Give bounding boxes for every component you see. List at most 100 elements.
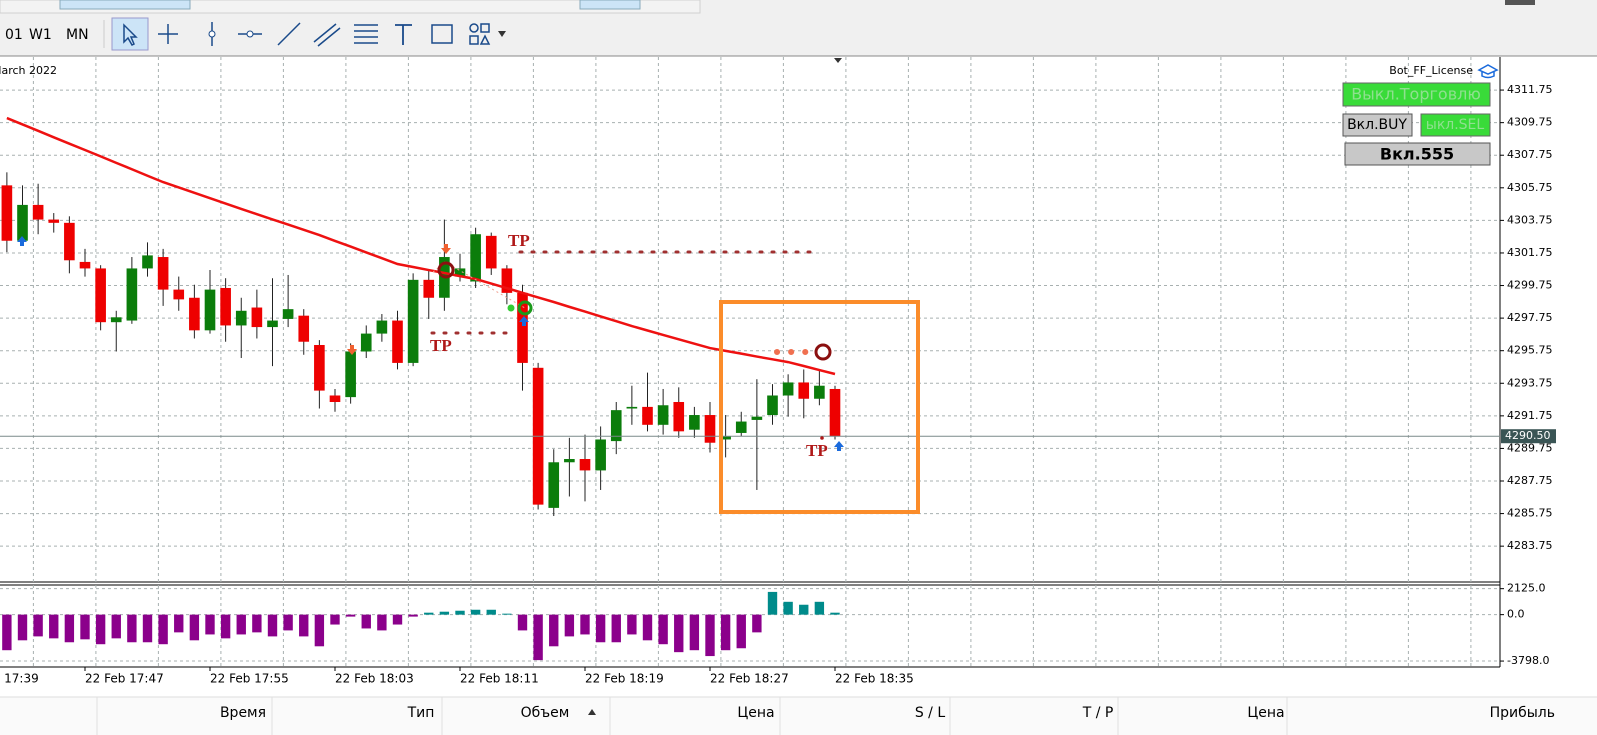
- text-icon[interactable]: [395, 24, 412, 45]
- candle-body: [689, 415, 700, 430]
- dropdown[interactable]: [498, 31, 506, 37]
- highlight-box: [719, 300, 920, 514]
- histogram-bar: [392, 614, 403, 625]
- histogram-bar: [533, 614, 543, 661]
- shapes-icon[interactable]: [469, 23, 491, 45]
- candle-body: [282, 309, 294, 319]
- histogram-bar: [611, 614, 621, 643]
- axes: 4311.75 4309.75 4307.75 4305.75 4303.75 4301.…: [0, 83, 1556, 686]
- candle-body: [767, 395, 778, 416]
- candle-body: [204, 289, 216, 331]
- histogram-bar: [189, 614, 200, 641]
- x-tick-label: 22 Feb 18:03: [335, 672, 414, 686]
- histogram-bar: [361, 614, 371, 629]
- icon: [1505, 0, 1535, 5]
- histogram-bar: [783, 601, 793, 615]
- candle-body: [345, 351, 356, 398]
- column-header[interactable]: Цена: [1247, 705, 1284, 721]
- y-tick-label: 4295.75: [1507, 344, 1553, 357]
- button[interactable]: [1342, 82, 1491, 107]
- column-header[interactable]: Прибыль: [1490, 705, 1555, 721]
- histogram-bar: [142, 614, 153, 643]
- candle-body: [314, 344, 325, 391]
- candle-body: [595, 439, 606, 471]
- label-icon[interactable]: [431, 24, 453, 44]
- histogram-bar: [267, 614, 278, 637]
- histogram-bar: [752, 614, 762, 633]
- histogram-bar: [564, 614, 575, 637]
- candle-body: [17, 204, 28, 241]
- cursor-button[interactable]: [111, 17, 149, 51]
- tab: [59, 0, 191, 10]
- toolbar: 01 W1 MN: [0, 0, 1597, 56]
- histogram-bar: [314, 614, 325, 647]
- histogram-bar: [720, 614, 731, 651]
- histogram-bar: [470, 609, 481, 615]
- histogram-bar: [252, 614, 262, 633]
- channel-icon[interactable]: [313, 23, 341, 47]
- timeframe[interactable]: 01: [5, 27, 23, 43]
- x-tick-label: 22 Feb 17:39: [0, 672, 39, 686]
- moving-average: [6, 116, 836, 376]
- histogram-bar: [283, 614, 293, 631]
- y-tick-label: 4283.75: [1507, 539, 1553, 552]
- tp-label: TP: [508, 231, 530, 250]
- tp-label: TP: [806, 441, 828, 460]
- candle-body: [454, 268, 466, 277]
- button-label[interactable]: ыкл.SEL: [1426, 117, 1485, 133]
- column-header[interactable]: Объем: [521, 705, 570, 721]
- button-label[interactable]: Вкл.BUY: [1347, 117, 1407, 133]
- candle-body: [173, 289, 185, 300]
- candle-body: [626, 406, 638, 409]
- exit-dot: [507, 304, 515, 312]
- button[interactable]: [1420, 113, 1491, 137]
- candle-body: [110, 317, 122, 323]
- histogram-bar: [549, 614, 559, 647]
- histogram-bar: [439, 611, 450, 615]
- column-header[interactable]: T / P: [1082, 705, 1114, 721]
- fibo-icon[interactable]: [354, 24, 378, 44]
- cursor-icon: [123, 23, 138, 46]
- y-tick-label: 0.0: [1507, 608, 1525, 621]
- histogram-bar: [111, 614, 121, 639]
- timeframe[interactable]: W1: [29, 27, 52, 43]
- candle-body: [407, 279, 419, 363]
- sell-arrow: [441, 244, 451, 254]
- histogram-bar: [80, 614, 90, 640]
- histogram-bar: [767, 591, 778, 615]
- column-header[interactable]: Цена: [737, 705, 774, 721]
- candle-body: [189, 297, 200, 331]
- candle-body: [360, 333, 372, 352]
- candle-body: [704, 415, 716, 443]
- y-tick-label: 4307.75: [1507, 148, 1553, 161]
- crosshair-icon[interactable]: [158, 24, 178, 44]
- y-tick-label: 2125.0: [1507, 582, 1546, 595]
- candle-body: [829, 388, 841, 437]
- column-header[interactable]: Тип: [407, 705, 435, 721]
- histogram-bar: [799, 604, 809, 615]
- histogram-bar: [517, 614, 528, 631]
- candle-body: [564, 459, 575, 463]
- column-header[interactable]: S / L: [915, 705, 946, 721]
- y-tick-label: 4305.75: [1507, 181, 1553, 194]
- histogram-bar: [220, 614, 231, 639]
- sort-arrow: [588, 709, 596, 715]
- button-label[interactable]: Выкл.Торговлю: [1351, 85, 1481, 104]
- histogram-bar: [330, 614, 340, 625]
- column-header[interactable]: Время: [220, 705, 266, 721]
- timeframe[interactable]: MN: [66, 27, 89, 43]
- candle-body: [157, 257, 169, 290]
- trend-icon[interactable]: [277, 22, 301, 46]
- histogram-bar: [642, 614, 653, 641]
- entry-mark: [814, 343, 832, 361]
- expert-panel: Bot_FF_License Выкл.Торговлю Вкл.BUY ыкл…: [1342, 64, 1499, 166]
- expert-icon: [1477, 64, 1499, 79]
- x-tick-label: 22 Feb 18:27: [710, 672, 789, 686]
- candle-body: [470, 234, 481, 282]
- button[interactable]: [1344, 142, 1491, 166]
- histogram-bar: [595, 614, 606, 643]
- button-label[interactable]: Вкл.555: [1380, 145, 1454, 164]
- button[interactable]: [1342, 113, 1413, 137]
- buy-arrow: [519, 316, 529, 326]
